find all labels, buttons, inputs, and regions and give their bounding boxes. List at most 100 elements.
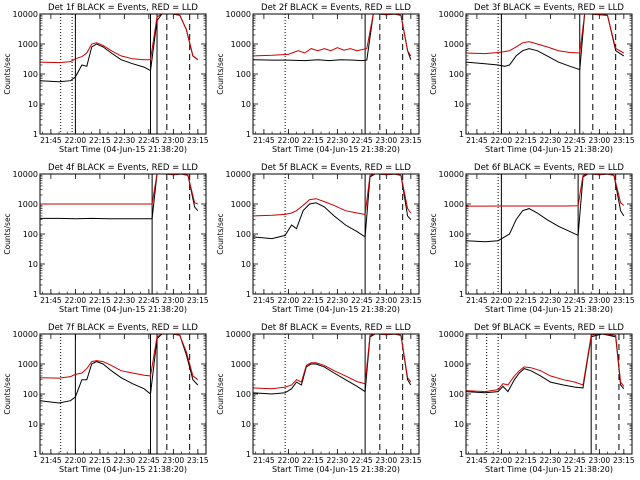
series-line-events — [253, 174, 412, 240]
x-tick-label: 22:45 — [564, 456, 586, 465]
x-tick-label: 22:15 — [89, 136, 111, 145]
panel-4: 1 10 100 1000 10000 21:45 22:00 22:15 22:30 22:45… — [3, 163, 209, 314]
plot-area — [40, 174, 199, 294]
x-tick-label: 21:45 — [466, 136, 488, 145]
y-tick-label: 100 — [236, 230, 251, 239]
y-tick-label: 1 — [459, 290, 464, 299]
y-axis-label: Counts/sec — [3, 213, 12, 254]
panel-6: 1 10 100 1000 10000 21:45 22:00 22:15 22:30 22:45… — [429, 163, 635, 314]
series-line-events — [466, 334, 625, 394]
y-axis-label: Counts/sec — [429, 213, 438, 254]
series-line-events — [466, 14, 625, 71]
x-tick-label: 21:45 — [40, 136, 62, 145]
y-tick-label: 10 — [28, 100, 38, 109]
x-tick-label: 21:45 — [466, 296, 488, 305]
panel-title: Det 6f BLACK = Events, RED = LLD — [474, 163, 624, 173]
x-tick-label: 22:15 — [515, 136, 537, 145]
y-tick-label: 10 — [454, 260, 464, 269]
x-tick-label: 22:00 — [65, 456, 87, 465]
x-tick-label: 22:00 — [491, 296, 513, 305]
x-tick-label: 23:00 — [163, 456, 185, 465]
plot-frame — [252, 333, 420, 455]
series-line-lld — [253, 14, 412, 57]
x-tick-label: 21:45 — [253, 136, 275, 145]
x-axis-label: Start Time (04-Jun-15 21:38:20) — [59, 145, 187, 154]
y-tick-label: 1 — [246, 130, 251, 139]
plot-area — [466, 174, 625, 294]
y-tick-label: 1000 — [18, 200, 38, 209]
x-tick-label: 23:00 — [376, 136, 398, 145]
panel-title: Det 5f BLACK = Events, RED = LLD — [261, 163, 411, 173]
x-tick-label: 23:15 — [187, 136, 209, 145]
x-tick-label: 23:15 — [187, 296, 209, 305]
x-tick-label: 22:00 — [278, 136, 300, 145]
x-tick-label: 23:15 — [613, 136, 635, 145]
y-tick-label: 1 — [459, 130, 464, 139]
plot-frame — [465, 173, 633, 295]
y-tick-label: 10 — [28, 260, 38, 269]
x-tick-label: 22:15 — [302, 136, 324, 145]
y-axis-label: Counts/sec — [3, 373, 12, 414]
x-tick-label: 23:00 — [163, 296, 185, 305]
y-tick-label: 10000 — [13, 10, 38, 19]
y-tick-label: 1000 — [18, 360, 38, 369]
x-tick-label: 21:45 — [253, 296, 275, 305]
series-line-lld — [40, 14, 199, 64]
x-axis-label: Start Time (04-Jun-15 21:38:20) — [485, 145, 613, 154]
x-tick-label: 21:45 — [466, 456, 488, 465]
x-tick-label: 22:15 — [515, 296, 537, 305]
panel-1: 1 10 100 1000 10000 21:45 22:00 22:15 22:30 22:45… — [3, 3, 209, 154]
y-tick-label: 100 — [236, 390, 251, 399]
series-line-events — [40, 174, 199, 220]
y-tick-label: 100 — [449, 230, 464, 239]
x-tick-label: 22:15 — [89, 456, 111, 465]
plot-area — [40, 14, 199, 134]
series-line-events — [253, 334, 412, 395]
x-tick-label: 23:00 — [376, 456, 398, 465]
panel-title: Det 4f BLACK = Events, RED = LLD — [48, 163, 198, 173]
x-tick-label: 22:15 — [302, 456, 324, 465]
x-tick-label: 22:45 — [564, 296, 586, 305]
y-tick-label: 10 — [241, 260, 251, 269]
x-tick-label: 23:15 — [400, 296, 422, 305]
x-axis-label: Start Time (04-Jun-15 21:38:20) — [272, 465, 400, 474]
y-tick-label: 1 — [246, 290, 251, 299]
y-tick-label: 100 — [449, 70, 464, 79]
x-tick-label: 22:15 — [302, 296, 324, 305]
panel-title: Det 2f BLACK = Events, RED = LLD — [261, 3, 411, 13]
panel-3: 1 10 100 1000 10000 21:45 22:00 22:15 22:30 22:45… — [429, 3, 635, 154]
series-line-lld — [466, 14, 625, 55]
x-tick-label: 23:15 — [400, 456, 422, 465]
panel-title: Det 9f BLACK = Events, RED = LLD — [474, 323, 624, 333]
panel-title: Det 3f BLACK = Events, RED = LLD — [474, 3, 624, 13]
x-tick-label: 22:45 — [351, 296, 373, 305]
y-tick-label: 10 — [28, 420, 38, 429]
y-tick-label: 100 — [23, 390, 38, 399]
y-axis-label: Counts/sec — [429, 373, 438, 414]
x-tick-label: 23:15 — [400, 136, 422, 145]
series-line-lld — [466, 334, 625, 393]
x-tick-label: 22:30 — [114, 296, 136, 305]
plot-area — [253, 334, 412, 454]
series-line-lld — [253, 174, 412, 217]
x-axis-label: Start Time (04-Jun-15 21:38:20) — [485, 465, 613, 474]
plot-area — [253, 174, 412, 294]
y-axis-label: Counts/sec — [216, 373, 225, 414]
panel-9: 1 10 100 1000 10000 21:45 22:00 22:15 22:30 22:45… — [429, 323, 635, 474]
x-tick-label: 23:00 — [589, 136, 611, 145]
y-axis-label: Counts/sec — [429, 53, 438, 94]
y-axis-label: Counts/sec — [216, 213, 225, 254]
y-tick-label: 10 — [241, 100, 251, 109]
x-tick-label: 22:30 — [540, 136, 562, 145]
y-tick-label: 1000 — [18, 40, 38, 49]
y-tick-label: 1000 — [444, 200, 464, 209]
x-tick-label: 22:45 — [351, 136, 373, 145]
x-tick-label: 22:00 — [491, 456, 513, 465]
x-tick-label: 23:00 — [589, 296, 611, 305]
x-tick-label: 22:30 — [327, 296, 349, 305]
x-tick-label: 23:00 — [376, 296, 398, 305]
x-tick-label: 22:45 — [564, 136, 586, 145]
y-tick-label: 100 — [23, 230, 38, 239]
y-tick-label: 100 — [449, 390, 464, 399]
series-line-events — [40, 14, 199, 83]
